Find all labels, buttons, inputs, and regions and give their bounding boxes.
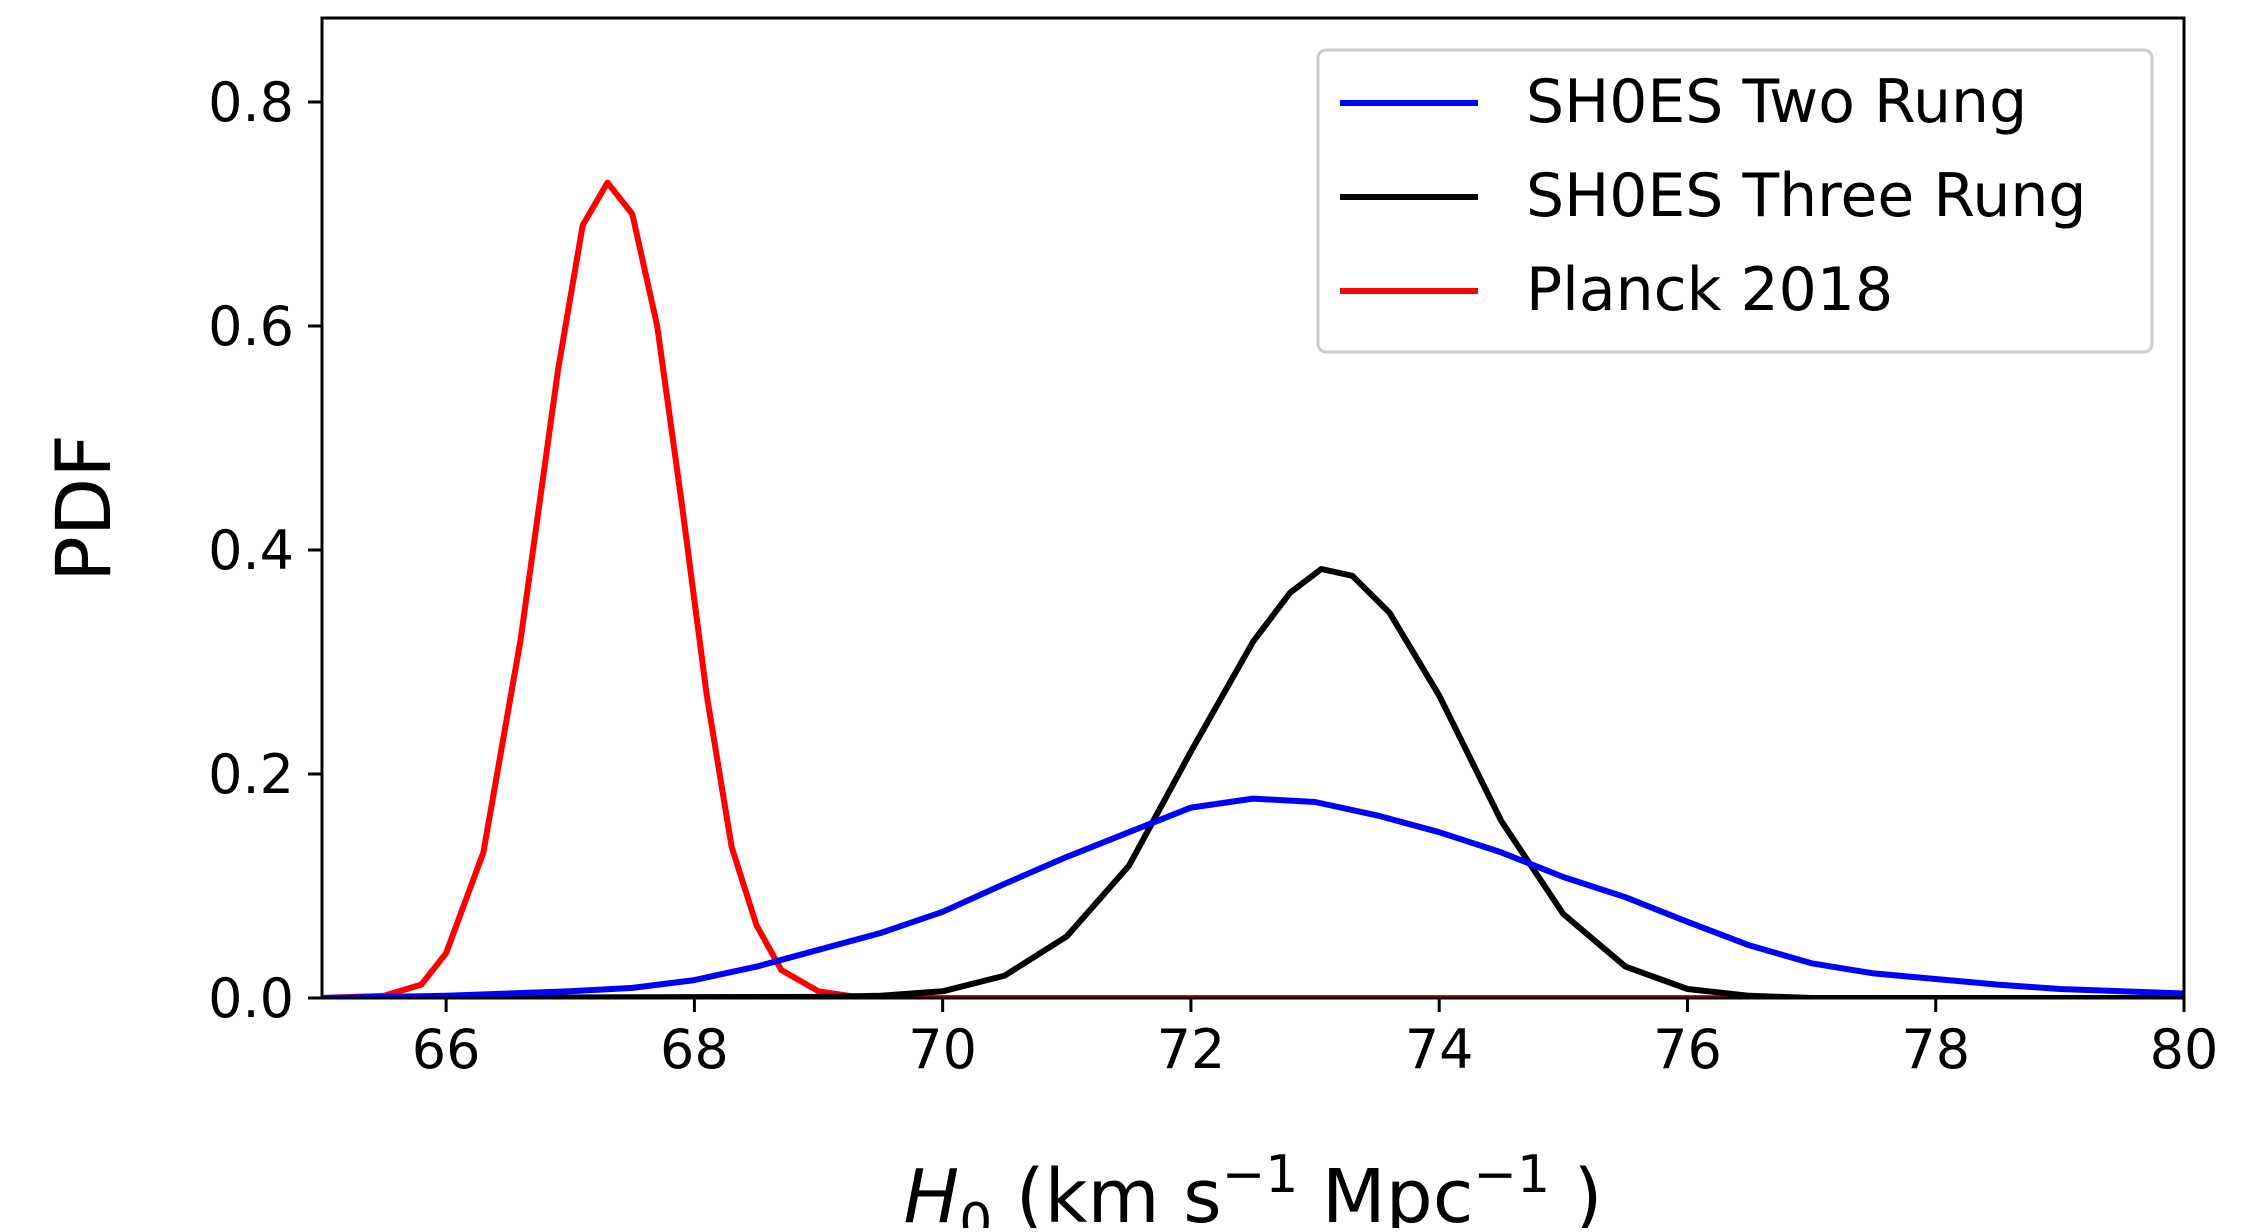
x-tick-label: 70 <box>908 1018 977 1081</box>
plot-frame <box>320 16 2186 1000</box>
y-tick-label: 0.8 <box>208 71 294 134</box>
x-axis-label-subscript: 0 <box>959 1193 992 1228</box>
legend: SH0ES Two Rung SH0ES Three Rung Planck 2… <box>1316 48 2154 354</box>
legend-label-planck-2018: Planck 2018 <box>1526 255 1893 325</box>
series-line-sh0es-three-rung <box>322 566 2184 998</box>
y-tick-label: 0.2 <box>208 743 294 806</box>
x-axis-ticks: 66 68 70 72 74 76 78 80 <box>412 998 2219 1081</box>
x-axis-label-exponent-1: −1 <box>1222 1145 1299 1205</box>
legend-label-sh0es-three-rung: SH0ES Three Rung <box>1526 161 2087 231</box>
x-tick-label: 76 <box>1653 1018 1722 1081</box>
legend-label-sh0es-two-rung: SH0ES Two Rung <box>1526 67 2027 137</box>
x-tick-label: 78 <box>1901 1018 1970 1081</box>
x-tick-label: 66 <box>412 1018 481 1081</box>
x-axis-label-units-close: ) <box>1550 1154 1602 1228</box>
y-tick-label: 0.4 <box>208 519 294 582</box>
legend-box <box>1316 48 2154 354</box>
x-tick-label: 68 <box>660 1018 729 1081</box>
y-tick-label: 0.0 <box>208 967 294 1030</box>
x-tick-label: 74 <box>1405 1018 1474 1081</box>
y-tick-label: 0.6 <box>208 295 294 358</box>
x-tick-label: 80 <box>2150 1018 2219 1081</box>
x-axis-label: H0 (km s−1 Mpc−1 ) <box>904 1145 1603 1228</box>
x-axis-label-exponent-2: −1 <box>1473 1145 1550 1205</box>
x-axis-label-units-mid: Mpc <box>1298 1154 1473 1228</box>
y-axis-label: PDF <box>39 434 128 582</box>
x-axis-label-symbol: H <box>904 1154 960 1228</box>
x-axis-label-units-open: (km s <box>992 1154 1221 1228</box>
y-axis-ticks: 0.0 0.2 0.4 0.6 0.8 <box>208 71 322 1030</box>
x-tick-label: 72 <box>1157 1018 1226 1081</box>
series-line-sh0es-two-rung <box>322 795 2184 998</box>
